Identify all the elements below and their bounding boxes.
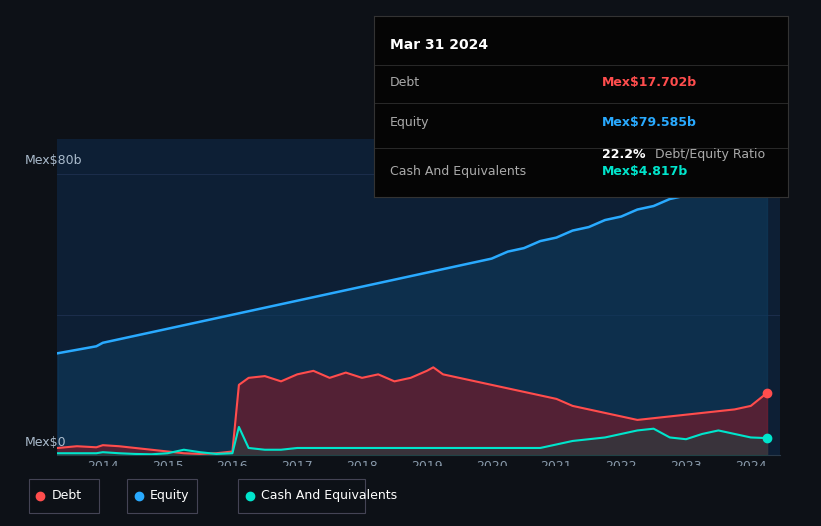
Text: Mex$17.702b: Mex$17.702b	[602, 76, 697, 89]
Text: Cash And Equivalents: Cash And Equivalents	[390, 165, 526, 178]
Text: Mex$79.585b: Mex$79.585b	[602, 116, 696, 129]
Text: Mar 31 2024: Mar 31 2024	[390, 37, 488, 52]
Text: Mex$4.817b: Mex$4.817b	[602, 165, 688, 178]
Text: Debt/Equity Ratio: Debt/Equity Ratio	[651, 148, 765, 161]
Text: Equity: Equity	[150, 489, 190, 502]
Text: Cash And Equivalents: Cash And Equivalents	[261, 489, 397, 502]
Text: 22.2%: 22.2%	[602, 148, 645, 161]
Text: Debt: Debt	[390, 76, 420, 89]
Text: Equity: Equity	[390, 116, 429, 129]
Bar	[29, 479, 99, 513]
Text: Mex$80b: Mex$80b	[25, 154, 82, 167]
Text: Debt: Debt	[52, 489, 82, 502]
Text: Mex$0: Mex$0	[25, 436, 67, 449]
Bar	[127, 479, 197, 513]
